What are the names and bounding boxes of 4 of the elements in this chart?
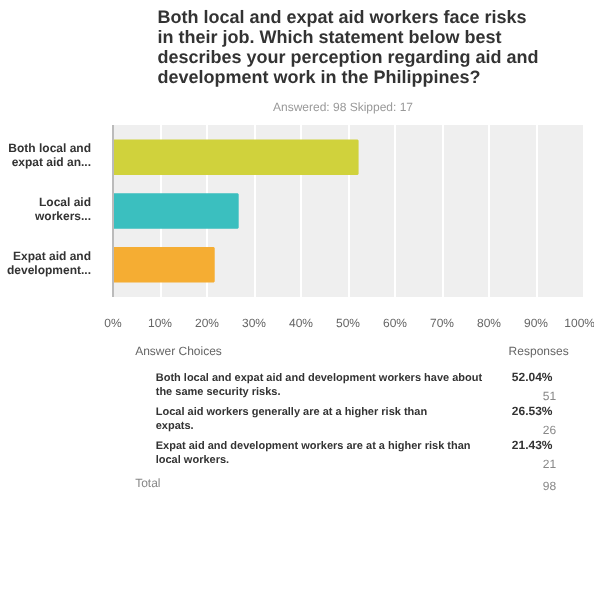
bar [113,193,239,229]
bar [113,139,359,175]
bar [113,247,215,283]
chart-title: Both local and expat aid workers face risks in their job. Which statement below best describes your perception regarding aid and development work in the Philippines? [157,7,539,87]
